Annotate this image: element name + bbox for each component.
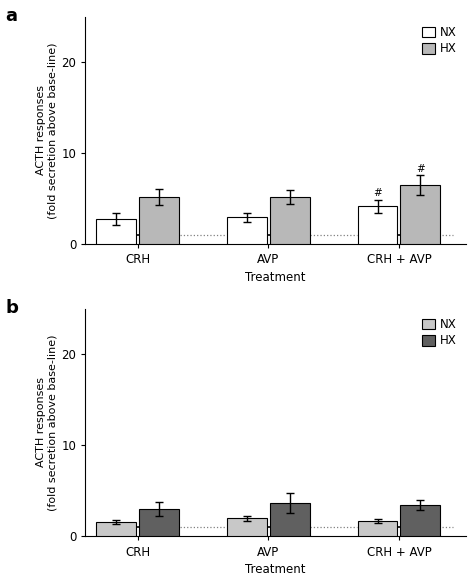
Bar [96, 522, 136, 537]
Text: b: b [6, 300, 18, 317]
X-axis label: Treatment: Treatment [246, 562, 306, 576]
Bar [401, 505, 440, 537]
Bar [139, 509, 179, 537]
Bar [357, 206, 398, 245]
Bar [357, 521, 398, 537]
Bar [401, 185, 440, 245]
Bar [227, 518, 267, 537]
Text: a: a [6, 8, 18, 25]
Bar [227, 217, 267, 245]
Y-axis label: ACTH responses
(fold secretion above base-line): ACTH responses (fold secretion above bas… [36, 334, 57, 511]
Bar [139, 197, 179, 245]
Text: #: # [416, 164, 425, 174]
Y-axis label: ACTH responses
(fold secretion above base-line): ACTH responses (fold secretion above bas… [36, 42, 57, 219]
Text: #: # [373, 189, 382, 199]
Legend: NX, HX: NX, HX [418, 22, 460, 59]
X-axis label: Treatment: Treatment [246, 270, 306, 284]
Bar [96, 219, 136, 245]
Bar [270, 197, 310, 245]
Legend: NX, HX: NX, HX [418, 314, 460, 351]
Bar [270, 503, 310, 537]
